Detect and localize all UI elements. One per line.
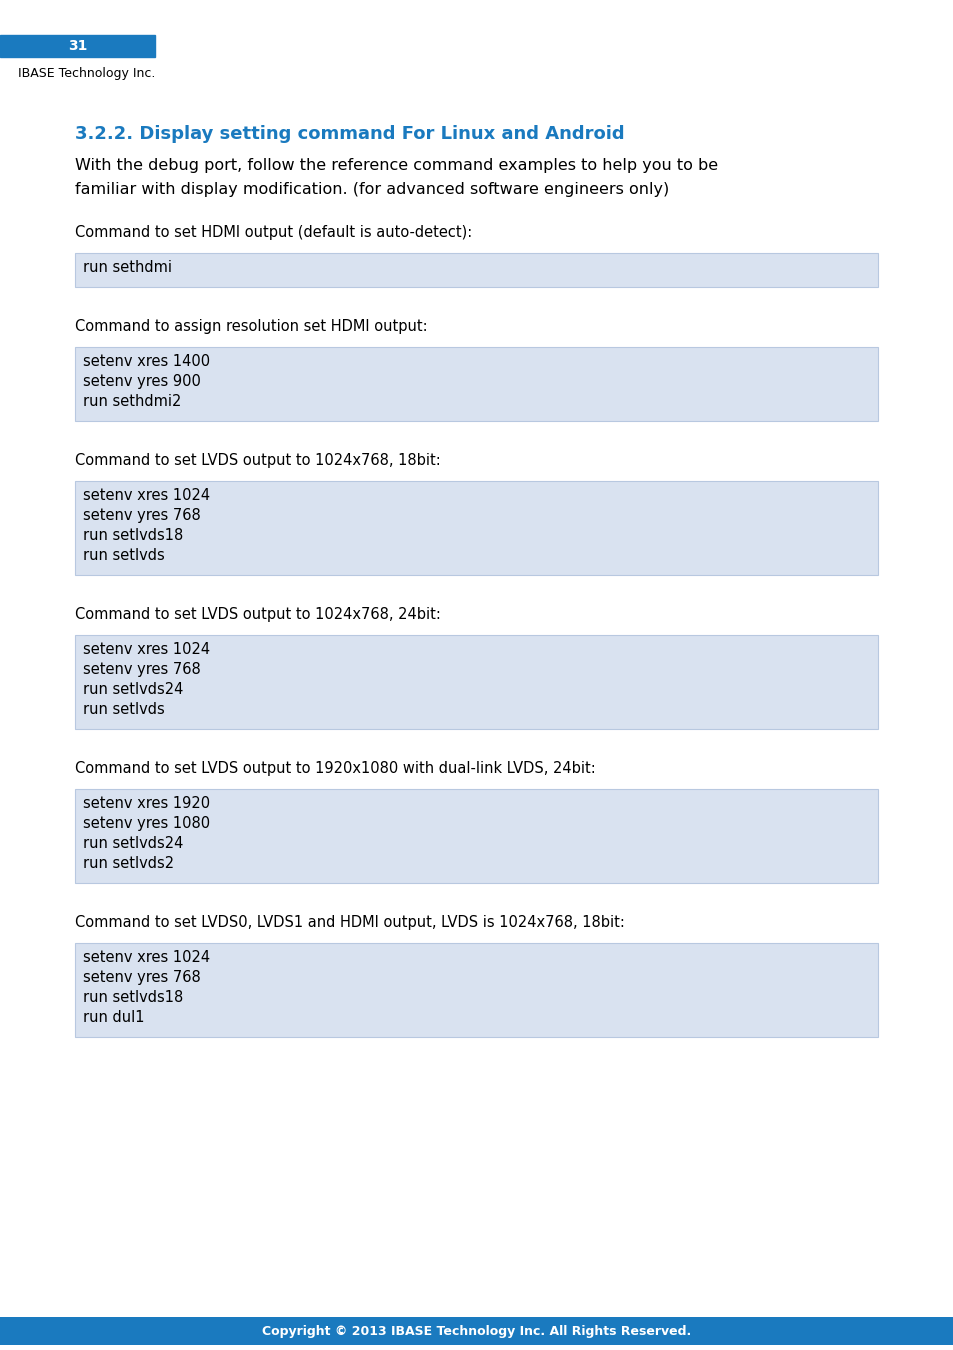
Bar (75, 788, 877, 883)
Text: Command to set HDMI output (default is auto-detect):: Command to set HDMI output (default is a… (75, 225, 472, 240)
Text: run setlvds18: run setlvds18 (83, 528, 183, 543)
Text: 31: 31 (68, 39, 87, 53)
Text: setenv xres 1400: setenv xres 1400 (83, 354, 210, 369)
Text: Command to set LVDS output to 1024x768, 18bit:: Command to set LVDS output to 1024x768, … (75, 454, 440, 468)
Bar (75, 634, 877, 729)
Bar (75, 252, 877, 288)
Text: Command to set LVDS output to 1920x1080 with dual-link LVDS, 24bit:: Command to set LVDS output to 1920x1080 … (75, 761, 595, 776)
Text: familiar with display modification. (for advanced software engineers only): familiar with display modification. (for… (75, 182, 669, 197)
Text: setenv yres 768: setenv yres 768 (83, 971, 200, 986)
Text: setenv yres 768: setenv yres 768 (83, 508, 200, 522)
Bar (0, 1318, 953, 1345)
Text: run dul1: run dul1 (83, 1010, 144, 1025)
Text: setenv yres 1080: setenv yres 1080 (83, 815, 210, 832)
Text: run setlvds: run setlvds (83, 548, 165, 563)
Text: Command to assign resolution set HDMI output:: Command to assign resolution set HDMI ou… (75, 319, 427, 333)
Text: run setlvds2: run setlvds2 (83, 856, 174, 871)
Text: IBASE Technology Inc.: IBASE Technology Inc. (18, 66, 155, 80)
Text: Command to set LVDS output to 1024x768, 24bit:: Command to set LVDS output to 1024x768, … (75, 608, 440, 622)
Text: Command to set LVDS0, LVDS1 and HDMI output, LVDS is 1024x768, 18bit:: Command to set LVDS0, LVDS1 and HDMI out… (75, 915, 624, 930)
Bar (75, 347, 877, 421)
Text: run setlvds24: run setlvds24 (83, 682, 183, 697)
Bar (75, 944, 877, 1037)
Text: setenv yres 900: setenv yres 900 (83, 374, 201, 389)
Text: run sethdmi2: run sethdmi2 (83, 394, 181, 409)
Text: setenv yres 768: setenv yres 768 (83, 662, 200, 676)
Text: setenv xres 1024: setenv xres 1024 (83, 643, 210, 657)
Text: 3.2.2. Display setting command For Linux and Android: 3.2.2. Display setting command For Linux… (75, 126, 624, 143)
Bar (0, 35, 154, 57)
Text: setenv xres 1920: setenv xres 1920 (83, 796, 210, 811)
Text: setenv xres 1024: setenv xres 1024 (83, 487, 210, 504)
Text: run setlvds: run setlvds (83, 702, 165, 717)
Text: With the debug port, follow the reference command examples to help you to be: With the debug port, follow the referenc… (75, 158, 718, 173)
Text: run setlvds24: run setlvds24 (83, 836, 183, 850)
Text: setenv xres 1024: setenv xres 1024 (83, 950, 210, 965)
Text: Copyright © 2013 IBASE Technology Inc. All Rights Reserved.: Copyright © 2013 IBASE Technology Inc. A… (262, 1324, 691, 1338)
Text: run sethdmi: run sethdmi (83, 261, 172, 275)
Text: run setlvds18: run setlvds18 (83, 990, 183, 1004)
Bar (75, 481, 877, 575)
